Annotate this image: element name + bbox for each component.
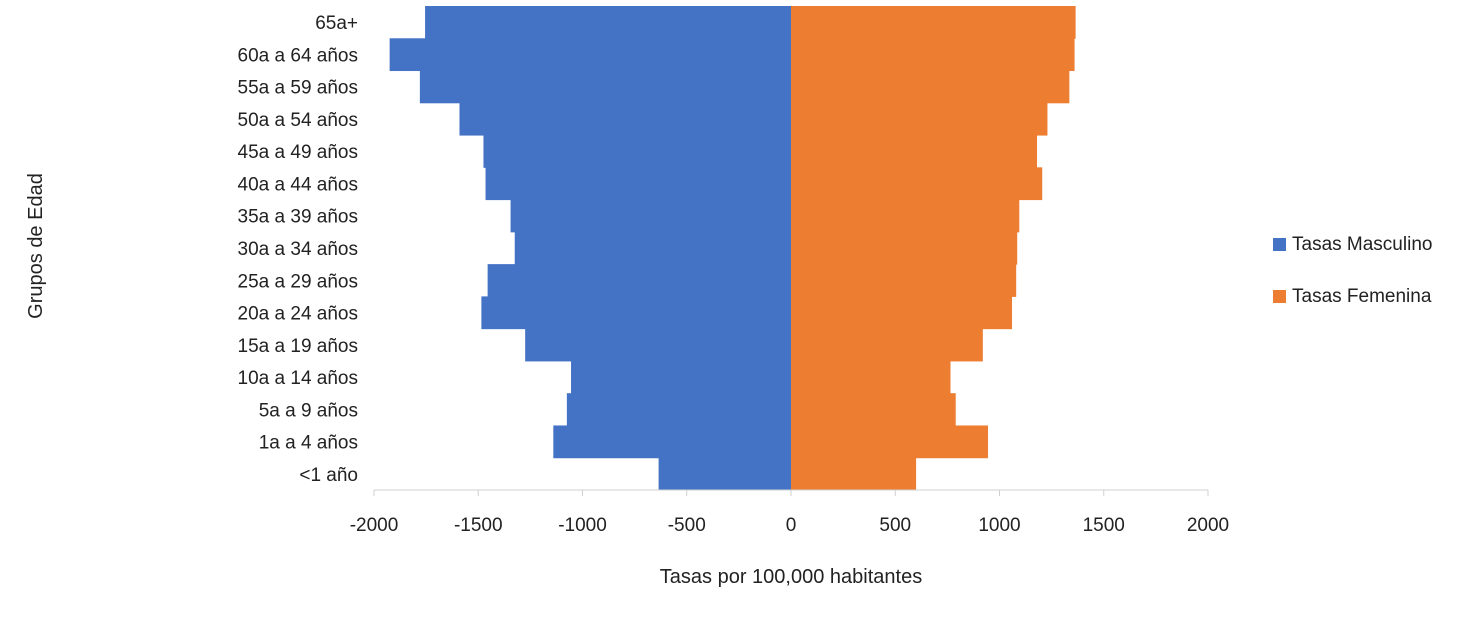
- x-tick-label: -1500: [454, 515, 503, 536]
- bar-femenina-10: [791, 135, 1038, 168]
- legend-swatch: [1273, 238, 1286, 251]
- category-label: 50a a 54 años: [238, 110, 358, 131]
- bar-masculino-9: [485, 167, 791, 201]
- bar-femenina-7: [791, 231, 1018, 265]
- bar-femenina-6: [791, 264, 1017, 297]
- bar-femenina-11: [791, 102, 1048, 136]
- x-tick-label: 1500: [1083, 515, 1125, 536]
- bar-masculino-4: [525, 328, 791, 362]
- category-label: 60a a 64 años: [238, 45, 358, 66]
- bar-masculino-11: [459, 102, 791, 136]
- x-tick-label: -500: [668, 515, 706, 536]
- category-label: 40a a 44 años: [238, 174, 358, 195]
- x-tick-label: -2000: [350, 515, 399, 536]
- bar-femenina-8: [791, 199, 1020, 233]
- category-label: 5a a 9 años: [259, 400, 358, 421]
- bar-femenina-2: [791, 393, 956, 426]
- bar-masculino-12: [419, 70, 791, 104]
- category-label: 30a a 34 años: [238, 239, 358, 260]
- bar-masculino-7: [514, 231, 791, 265]
- y-axis-title: Grupos de Edad: [25, 173, 47, 319]
- bar-femenina-13: [791, 38, 1075, 72]
- bar-masculino-2: [566, 393, 791, 426]
- category-label: 35a a 39 años: [238, 207, 358, 228]
- bar-femenina-5: [791, 296, 1013, 330]
- category-label: 10a a 14 años: [238, 368, 358, 389]
- bar-femenina-1: [791, 425, 989, 459]
- bar-masculino-13: [389, 38, 791, 72]
- x-axis: -2000 -1500 -1000 -500 0 500 1000 1500 2000: [350, 489, 1229, 536]
- legend-label: Tasas Masculino: [1292, 234, 1432, 255]
- category-label: 15a a 19 años: [238, 336, 358, 357]
- x-tick-label: 0: [786, 515, 797, 536]
- x-tick-label: 500: [879, 515, 911, 536]
- category-label: 1a a 4 años: [259, 433, 358, 454]
- x-tick-label: 2000: [1187, 515, 1229, 536]
- category-label: 45a a 49 años: [238, 142, 358, 163]
- category-label: 25a a 29 años: [238, 271, 358, 292]
- x-tick-label: 1000: [978, 515, 1020, 536]
- category-label: 65a+: [315, 13, 358, 34]
- bar-masculino-10: [483, 135, 791, 168]
- bar-femenina-14: [791, 6, 1076, 39]
- bar-masculino-1: [553, 425, 791, 459]
- legend: Tasas Masculino Tasas Femenina: [1273, 234, 1432, 307]
- category-label: 20a a 24 años: [238, 304, 358, 325]
- category-labels: <1 año 1a a 4 años 5a a 9 años 10a a 14 año…: [238, 13, 358, 486]
- bar-masculino-5: [481, 296, 791, 330]
- bar-femenina-9: [791, 167, 1043, 201]
- category-label: <1 año: [299, 465, 358, 486]
- legend-swatch: [1273, 290, 1286, 303]
- bar-femenina-4: [791, 328, 983, 362]
- bar-femenina-12: [791, 70, 1070, 104]
- legend-label: Tasas Femenina: [1292, 286, 1432, 307]
- x-axis-title: Tasas por 100,000 habitantes: [660, 566, 922, 588]
- bars-group: [389, 6, 1076, 491]
- bar-femenina-3: [791, 360, 951, 394]
- bar-masculino-0: [658, 457, 791, 491]
- bar-masculino-3: [571, 360, 791, 394]
- x-tick-label: -1000: [558, 515, 607, 536]
- bar-femenina-0: [791, 457, 917, 491]
- bar-masculino-14: [425, 6, 791, 39]
- bar-masculino-8: [510, 199, 791, 233]
- bar-masculino-6: [487, 264, 791, 297]
- category-label: 55a a 59 años: [238, 78, 358, 99]
